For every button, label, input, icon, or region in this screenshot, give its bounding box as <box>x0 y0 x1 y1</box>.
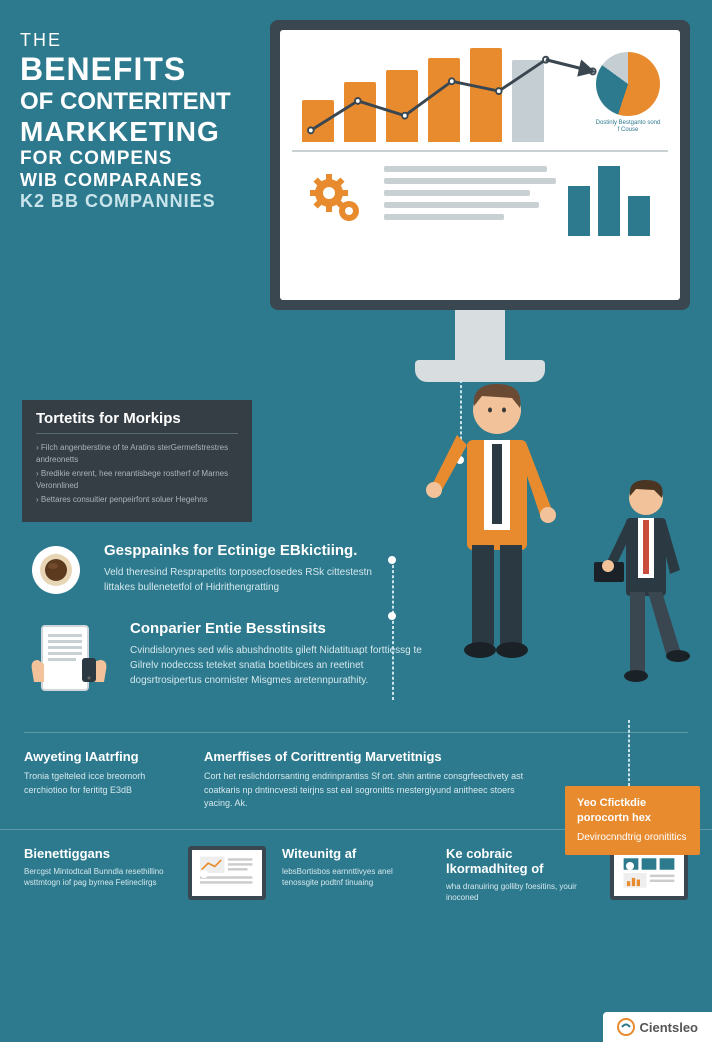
businessman-main-icon <box>412 360 582 660</box>
footer-col3-body: wha dranuiring golliby foesitins, youir … <box>446 881 594 903</box>
small-bar <box>568 186 590 236</box>
tablet-icon <box>24 620 114 710</box>
footer-col2: Witeunitg af lebsBortisbos earnnttivyes … <box>282 846 430 888</box>
small-bar-chart <box>568 166 658 236</box>
dark-callout-box: Tortetits for Morkips › Filch angenberst… <box>22 400 252 522</box>
title-line4: FOR COMPENS <box>20 148 250 170</box>
callout-body: Devirocnndtrig oronititics <box>577 831 688 845</box>
text-line <box>384 214 504 220</box>
text-line <box>384 190 530 196</box>
coffee-icon <box>24 542 88 598</box>
dark-box-point: › Bredikie enrent, hee renantisbege rost… <box>36 468 238 492</box>
row3-col2-heading: Amerffises of Corittrentig Marvetitnigs <box>204 749 528 764</box>
businessman-small-icon <box>590 470 700 690</box>
footer-col2-body: lebsBortisbos earnnttivyes anel tenossgi… <box>282 866 430 888</box>
top-bar-chart: Dostinly Bestganto sond f Couse <box>292 42 668 152</box>
row3-col1-body: Tronia tgelteled icce breomorh cerchioti… <box>24 770 184 797</box>
section-2-body: Cvindislorynes sed wlis abushdnotits gil… <box>130 643 430 688</box>
pie-label: Dostinly Bestganto sond f Couse <box>594 120 662 133</box>
section-2: Conparier Entie Besstinsits Cvindisloryn… <box>24 620 688 710</box>
dark-box-heading: Tortetits for Morkips <box>36 410 238 434</box>
dark-box-point: › Bettares consuitier penpeirfont soluer… <box>36 494 238 506</box>
title-block: THE BENEFITS OF CONTERITENT MARKKETING F… <box>20 20 250 382</box>
small-bar <box>628 196 650 236</box>
title-line5: WIB COMPARANES <box>20 170 250 191</box>
row3-col1: Awyeting IAatrfing Tronia tgelteled icce… <box>24 749 184 811</box>
footer-col1-body: Bercgst Mintodtcall Bunndla resethillino… <box>24 866 172 888</box>
row3-col2: Amerffises of Corittrentig Marvetitnigs … <box>204 749 528 811</box>
section-1: Gesppainks for Ectinige EBkictiing. Veld… <box>24 542 688 598</box>
logo: Cientsleo <box>603 1012 712 1042</box>
logo-text: Cientsleo <box>639 1020 698 1035</box>
orange-callout: Yeo Cfictkdie porocortn hex Devirocnndtr… <box>565 786 700 855</box>
footer-col2-heading: Witeunitg af <box>282 846 430 861</box>
small-bar <box>598 166 620 236</box>
title-line2: OF CONTERITENT <box>20 88 250 116</box>
text-line <box>384 178 556 184</box>
monitor: Dostinly Bestganto sond f Couse <box>250 20 690 382</box>
gear-icon <box>302 166 372 236</box>
title-the: THE <box>20 30 250 51</box>
footer-col1: Bienettiggans Bercgst Mintodtcall Bunndl… <box>24 846 172 888</box>
text-line <box>384 166 547 172</box>
row3-col1-heading: Awyeting IAatrfing <box>24 749 184 764</box>
section-1-body: Veld theresind Resprapetits torposecfose… <box>104 565 404 595</box>
pie-chart-icon <box>596 52 660 116</box>
row3-col2-body: Cort het reslichdorrsanting endrinpranti… <box>204 770 528 811</box>
section-1-heading: Gesppainks for Ectinige EBkictiing. <box>104 542 404 559</box>
title-line3: MARKKETING <box>20 116 250 148</box>
dark-box-point: › Filch angenberstine of te Aratins ster… <box>36 442 238 466</box>
text-line <box>384 202 539 208</box>
footer-col1-heading: Bienettiggans <box>24 846 172 861</box>
callout-heading: Yeo Cfictkdie porocortn hex <box>577 796 688 827</box>
text-lines <box>384 166 556 236</box>
title-line1: BENEFITS <box>20 51 250 88</box>
section-2-heading: Conparier Entie Besstinsits <box>130 620 430 637</box>
title-line6: K2 BB COMPANNIES <box>20 191 250 212</box>
